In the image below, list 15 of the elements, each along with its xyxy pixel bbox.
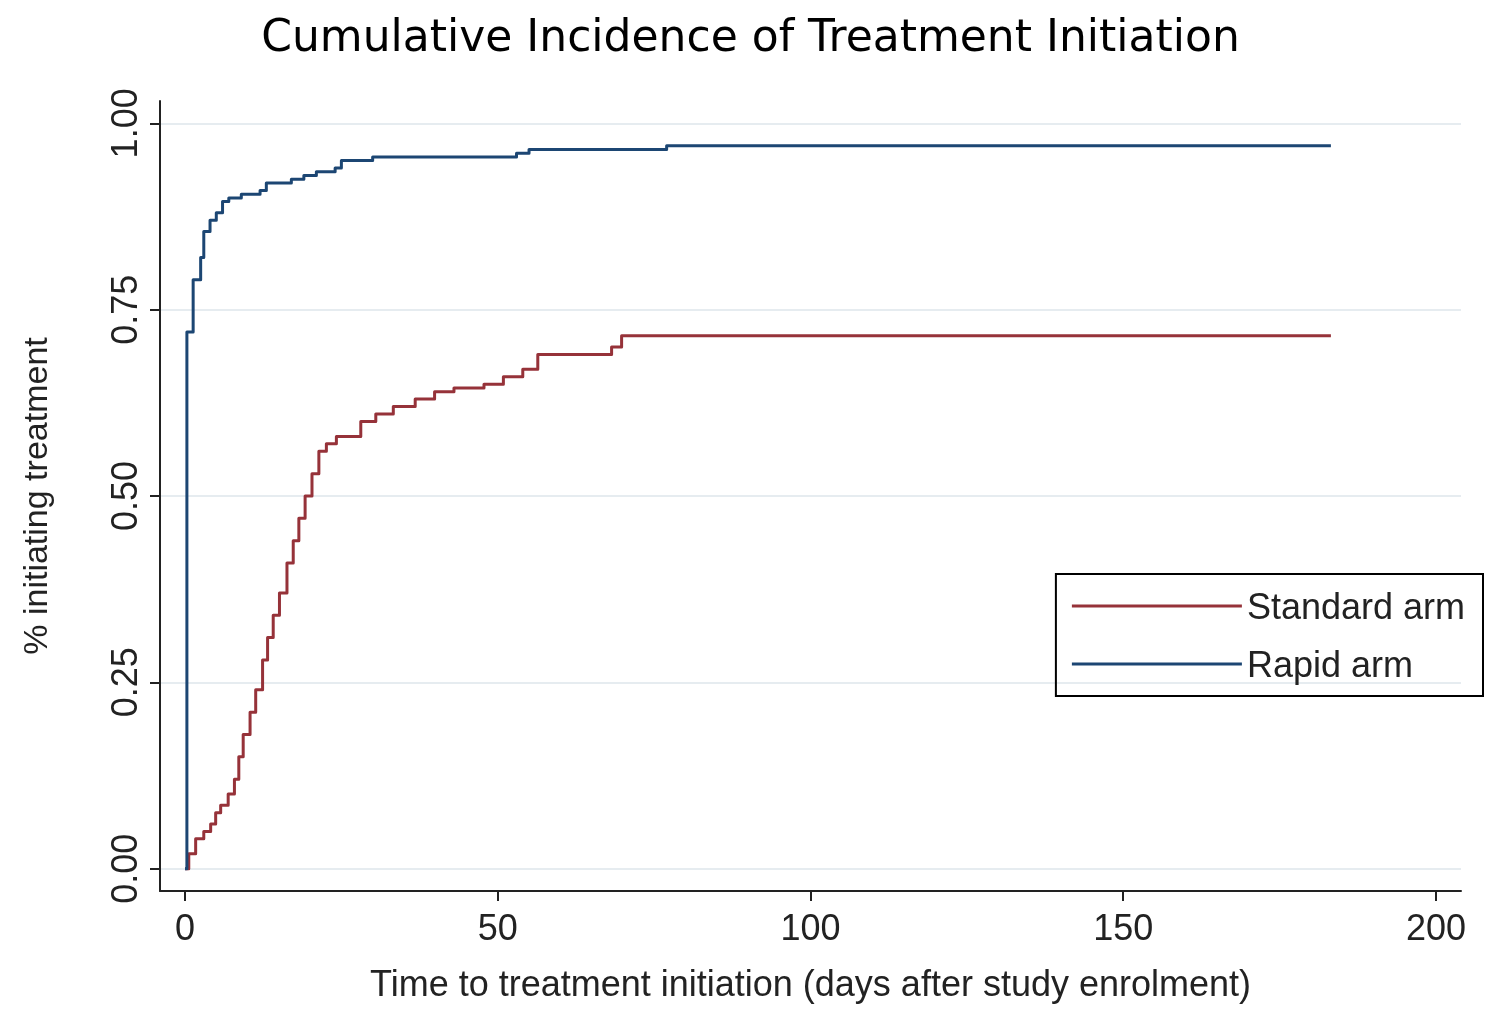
x-axis-title: Time to treatment initiation (days after study enrolment) xyxy=(369,962,1252,1004)
y-tick-label: 0.75 xyxy=(103,274,145,345)
y-tick-label: 0.00 xyxy=(103,833,145,904)
chart-title: Cumulative Incidence of Treatment Initiation xyxy=(261,9,1240,61)
legend-label: Rapid arm xyxy=(1246,643,1413,685)
x-tick-label: 200 xyxy=(1405,906,1467,948)
y-axis-title: % initiating treatment xyxy=(16,336,54,655)
legend-label: Standard arm xyxy=(1246,585,1465,627)
x-tick-label: 50 xyxy=(477,906,518,948)
x-tick-label: 150 xyxy=(1093,906,1154,948)
x-tick-label: 100 xyxy=(780,906,841,948)
y-tick-label: 0.50 xyxy=(103,460,145,532)
y-tick-label: 1.00 xyxy=(103,88,145,159)
x-tick-label: 0 xyxy=(175,906,196,948)
y-tick-label: 0.25 xyxy=(103,647,145,718)
